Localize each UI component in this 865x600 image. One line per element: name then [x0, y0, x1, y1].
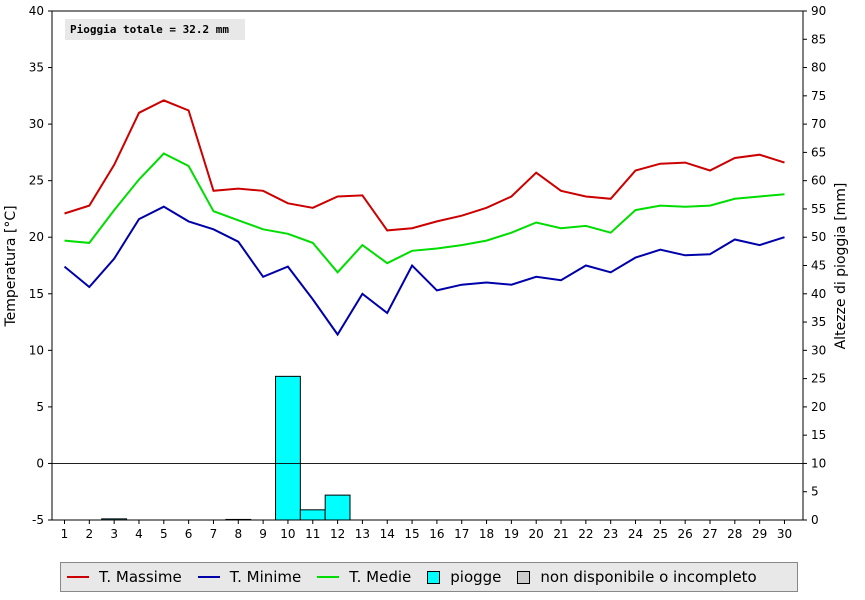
y-axis-right-label: Altezze di pioggia [mm]	[833, 183, 849, 350]
legend-item-non-disponibile: non disponibile o incompleto	[517, 568, 757, 586]
y-right-tick-label: 30	[811, 343, 826, 357]
x-tick-label: 3	[110, 527, 118, 541]
legend-swatch	[317, 576, 340, 578]
total-rain-annotation: Pioggia totale = 32.2 mm	[65, 19, 245, 40]
x-tick-label: 7	[210, 527, 218, 541]
x-tick-label: 18	[479, 527, 494, 541]
y-right-tick-label: 25	[811, 372, 826, 386]
x-tick-label: 13	[355, 527, 370, 541]
x-tick-label: 4	[135, 527, 143, 541]
x-tick-label: 27	[702, 527, 717, 541]
y-right-tick-label: 55	[811, 202, 826, 216]
series-line-t-medie	[64, 152, 785, 274]
x-tick-label: 17	[454, 527, 469, 541]
x-tick-label: 30	[777, 527, 792, 541]
y-left-tick-label: 40	[29, 4, 44, 18]
legend-item-t-minime: T. Minime	[197, 568, 302, 586]
legend-swatch	[517, 570, 531, 584]
x-tick-label: 5	[160, 527, 168, 541]
y-left-tick-label: 20	[29, 230, 44, 244]
y-right-tick-label: 0	[811, 513, 819, 527]
y-right-tick-label: 20	[811, 400, 826, 414]
y-right-tick-label: 90	[811, 4, 826, 18]
legend-swatch	[67, 576, 89, 578]
x-tick-label: 22	[578, 527, 593, 541]
rain-bar	[101, 518, 128, 521]
rain-bar	[299, 509, 326, 521]
x-tick-label: 26	[678, 527, 693, 541]
x-tick-label: 29	[752, 527, 767, 541]
x-tick-label: 21	[553, 527, 568, 541]
x-tick-label: 25	[653, 527, 668, 541]
y-left-tick-label: 25	[29, 174, 44, 188]
x-tick-label: 1	[61, 527, 69, 541]
y-left-tick-label: 15	[29, 287, 44, 301]
y-axis-left-label: Temperatura [°C]	[3, 205, 19, 327]
y-right-tick-label: 80	[811, 61, 826, 75]
x-tick-label: 28	[727, 527, 742, 541]
rain-bar	[225, 518, 252, 521]
x-tick-label: 20	[529, 527, 544, 541]
legend-swatch	[197, 576, 220, 578]
y-left-tick-label: -5	[32, 513, 44, 527]
y-right-tick-label: 15	[811, 428, 826, 442]
x-tick-label: 23	[603, 527, 618, 541]
y-right-tick-label: 50	[811, 230, 826, 244]
legend-item-t-massime: T. Massime	[67, 568, 182, 586]
legend-label: T. Minime	[229, 568, 302, 586]
x-tick-label: 14	[380, 527, 395, 541]
legend-item-t-medie: T. Medie	[317, 568, 411, 586]
series-line-t-massime	[64, 99, 785, 232]
y-right-tick-label: 65	[811, 145, 826, 159]
legend: T. Massime T. Minime T. Medie piogge non…	[60, 562, 798, 592]
y-left-tick-label: 10	[29, 343, 44, 357]
y-right-tick-label: 85	[811, 32, 826, 46]
x-tick-label: 15	[404, 527, 419, 541]
x-tick-label: 24	[628, 527, 643, 541]
x-tick-label: 11	[305, 527, 320, 541]
legend-label: non disponibile o incompleto	[540, 568, 757, 586]
y-right-tick-label: 35	[811, 315, 826, 329]
rain-bar	[275, 375, 301, 521]
series-line-t-minime	[63, 205, 785, 337]
x-tick-label: 2	[86, 527, 94, 541]
y-left-tick-label: 5	[36, 400, 44, 414]
x-tick-label: 6	[185, 527, 193, 541]
legend-label: piogge	[450, 568, 502, 586]
y-right-tick-label: 75	[811, 89, 826, 103]
y-left-tick-label: 0	[36, 456, 44, 470]
x-tick-label: 19	[504, 527, 519, 541]
legend-item-piogge: piogge	[427, 568, 501, 586]
x-tick-label: 10	[280, 527, 295, 541]
legend-label: T. Massime	[99, 568, 182, 586]
x-tick-label: 16	[429, 527, 444, 541]
plot-area	[51, 10, 804, 521]
y-right-tick-label: 60	[811, 174, 826, 188]
x-tick-label: 12	[330, 527, 345, 541]
y-left-tick-label: 35	[29, 61, 44, 75]
legend-label: T. Medie	[349, 568, 412, 586]
y-right-tick-label: 40	[811, 287, 826, 301]
y-right-tick-label: 10	[811, 456, 826, 470]
y-right-tick-label: 70	[811, 117, 826, 131]
x-tick-label: 9	[259, 527, 267, 541]
legend-swatch	[427, 570, 441, 584]
y-right-tick-label: 5	[811, 485, 819, 499]
x-tick-label: 8	[234, 527, 242, 541]
rain-bar	[324, 494, 351, 521]
y-left-tick-label: 30	[29, 117, 44, 131]
y-right-tick-label: 45	[811, 259, 826, 273]
